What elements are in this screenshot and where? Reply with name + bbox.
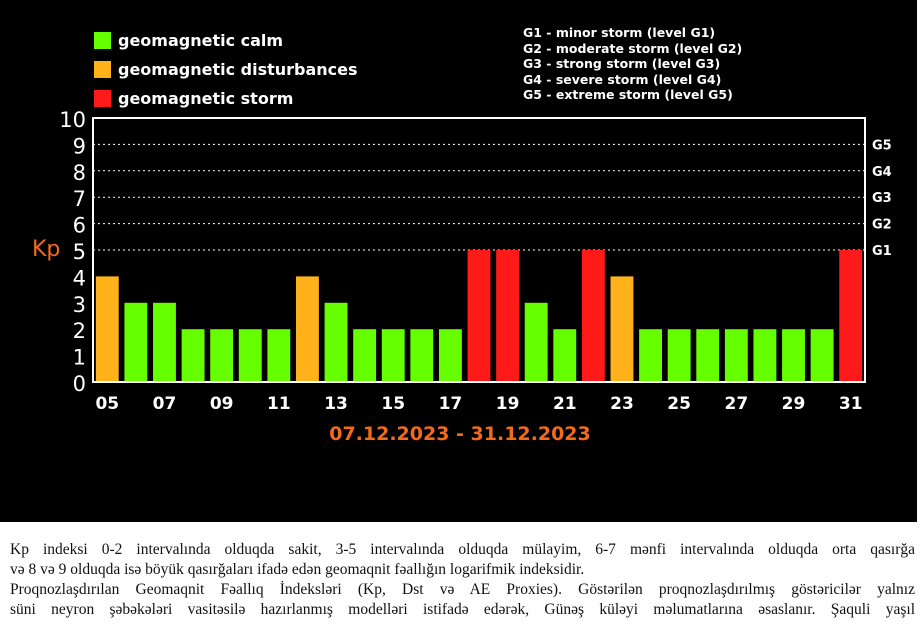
y-tick-label-4: 4	[73, 266, 86, 290]
bar-day-30	[810, 329, 834, 382]
date-range-label: 07.12.2023 - 31.12.2023	[329, 423, 591, 445]
bar-day-24	[639, 329, 662, 382]
y-tick-label-0: 0	[73, 372, 86, 396]
bar-day-20	[524, 302, 548, 382]
legend-swatch-storm	[94, 90, 111, 107]
y-tick-label-2: 2	[73, 319, 86, 343]
storm-legend-g4: G4 - severe storm (level G4)	[523, 71, 722, 87]
storm-legend-g2: G2 - moderate storm (level G2)	[523, 40, 743, 56]
legend-label-disturbances: geomagnetic disturbances	[118, 60, 358, 79]
storm-level-label-g2: G2	[872, 218, 892, 233]
x-tick-label-13: 13	[324, 394, 348, 414]
caption-text: Kp indeksi 0-2 intervalında olduqda saki…	[10, 540, 915, 620]
storm-level-label-g5: G5	[872, 138, 892, 153]
bar-day-12	[296, 276, 319, 382]
bar-day-18	[467, 250, 491, 382]
bar-day-22	[581, 250, 605, 382]
caption-line-4: süni neyron şəbəkələri vasitəsilə hazırl…	[10, 601, 915, 618]
y-tick-label-7: 7	[73, 187, 86, 211]
x-tick-label-19: 19	[496, 394, 520, 414]
legend-swatch-calm	[94, 32, 111, 49]
caption-line-1: Kp indeksi 0-2 intervalında olduqda saki…	[10, 541, 915, 558]
bar-day-11	[267, 329, 291, 382]
plot-frame	[92, 117, 866, 383]
y-tick-label-8: 8	[73, 161, 86, 185]
bar-day-08	[181, 329, 205, 382]
legend-item-storm: geomagnetic storm	[94, 84, 358, 113]
bar-day-15	[381, 329, 405, 382]
bar-day-13	[324, 302, 348, 382]
bar-day-10	[238, 329, 262, 382]
x-tick-label-23: 23	[610, 394, 634, 414]
y-tick-label-1: 1	[73, 346, 86, 370]
bar-day-27	[724, 329, 748, 382]
x-tick-label-29: 29	[782, 394, 806, 414]
bar-day-17	[438, 329, 462, 382]
storm-level-labels: G1 G2 G3 G4 G5	[872, 138, 892, 259]
storm-level-label-g4: G4	[872, 165, 892, 180]
bar-day-26	[696, 329, 720, 382]
axes	[92, 117, 866, 383]
legend-swatch-disturbances	[94, 61, 111, 78]
legend-label-calm: geomagnetic calm	[118, 31, 284, 50]
bar-day-06	[124, 302, 148, 382]
bar-day-07	[153, 302, 176, 382]
bar-day-14	[353, 329, 377, 382]
storm-level-legend: G1 - minor storm (level G1) G2 - moderat…	[523, 25, 742, 103]
legend-label-storm: geomagnetic storm	[118, 89, 294, 108]
storm-legend-g5: G5 - extreme storm (level G5)	[523, 87, 733, 102]
x-tick-label-21: 21	[553, 394, 577, 414]
kp-bar-chart: 01 23 456 78 910 05 07 09 11 13 15 17 19 21 23 25 27 29 3…	[32, 108, 892, 445]
y-tick-label-9: 9	[73, 134, 86, 158]
bar-day-31	[839, 250, 863, 382]
y-axis-label: Kp	[32, 237, 60, 262]
x-tick-label-25: 25	[667, 394, 691, 414]
bar-day-05	[95, 276, 119, 382]
storm-level-label-g1: G1	[872, 244, 892, 259]
bar-day-16	[410, 329, 434, 382]
bar-day-28	[753, 329, 777, 382]
bar-day-25	[667, 329, 691, 382]
caption-line-3: Proqnozlaşdırılan Geomaqnit Fəallıq İnde…	[10, 581, 915, 598]
bar-day-09	[210, 329, 234, 382]
color-legend: geomagnetic calm geomagnetic disturbance…	[94, 26, 358, 113]
storm-level-label-g3: G3	[872, 191, 892, 206]
x-tick-label-09: 09	[210, 394, 234, 414]
y-tick-label-5: 5	[73, 240, 86, 264]
x-tick-label-31: 31	[839, 394, 863, 414]
bar-day-23	[610, 276, 634, 382]
bar-day-19	[496, 250, 520, 382]
bars	[95, 250, 863, 382]
x-tick-label-11: 11	[267, 394, 291, 414]
bar-day-29	[782, 329, 805, 382]
legend-item-disturbances: geomagnetic disturbances	[94, 55, 358, 84]
x-tick-labels: 05 07 09 11 13 15 17 19 21 23 25 27 29 31	[95, 394, 862, 414]
storm-legend-g3: G3 - strong storm (level G3)	[523, 56, 721, 71]
bar-day-21	[553, 329, 577, 382]
x-tick-label-05: 05	[95, 394, 119, 414]
y-tick-labels: 01 23 456 78 910	[59, 108, 86, 396]
x-tick-label-17: 17	[439, 394, 463, 414]
storm-legend-g1: G1 - minor storm (level G1)	[523, 25, 716, 40]
y-tick-label-10: 10	[59, 108, 86, 132]
x-tick-label-07: 07	[153, 394, 177, 414]
chart-panel: geomagnetic calm geomagnetic disturbance…	[0, 0, 917, 522]
y-tick-label-3: 3	[73, 293, 86, 317]
grid-lines	[93, 143, 865, 251]
legend-item-calm: geomagnetic calm	[94, 26, 358, 55]
y-tick-label-6: 6	[73, 214, 86, 238]
caption-line-2: və 8 və 9 olduqda isə böyük qasırğaları …	[10, 561, 585, 578]
x-tick-label-15: 15	[381, 394, 405, 414]
x-tick-label-27: 27	[724, 394, 748, 414]
